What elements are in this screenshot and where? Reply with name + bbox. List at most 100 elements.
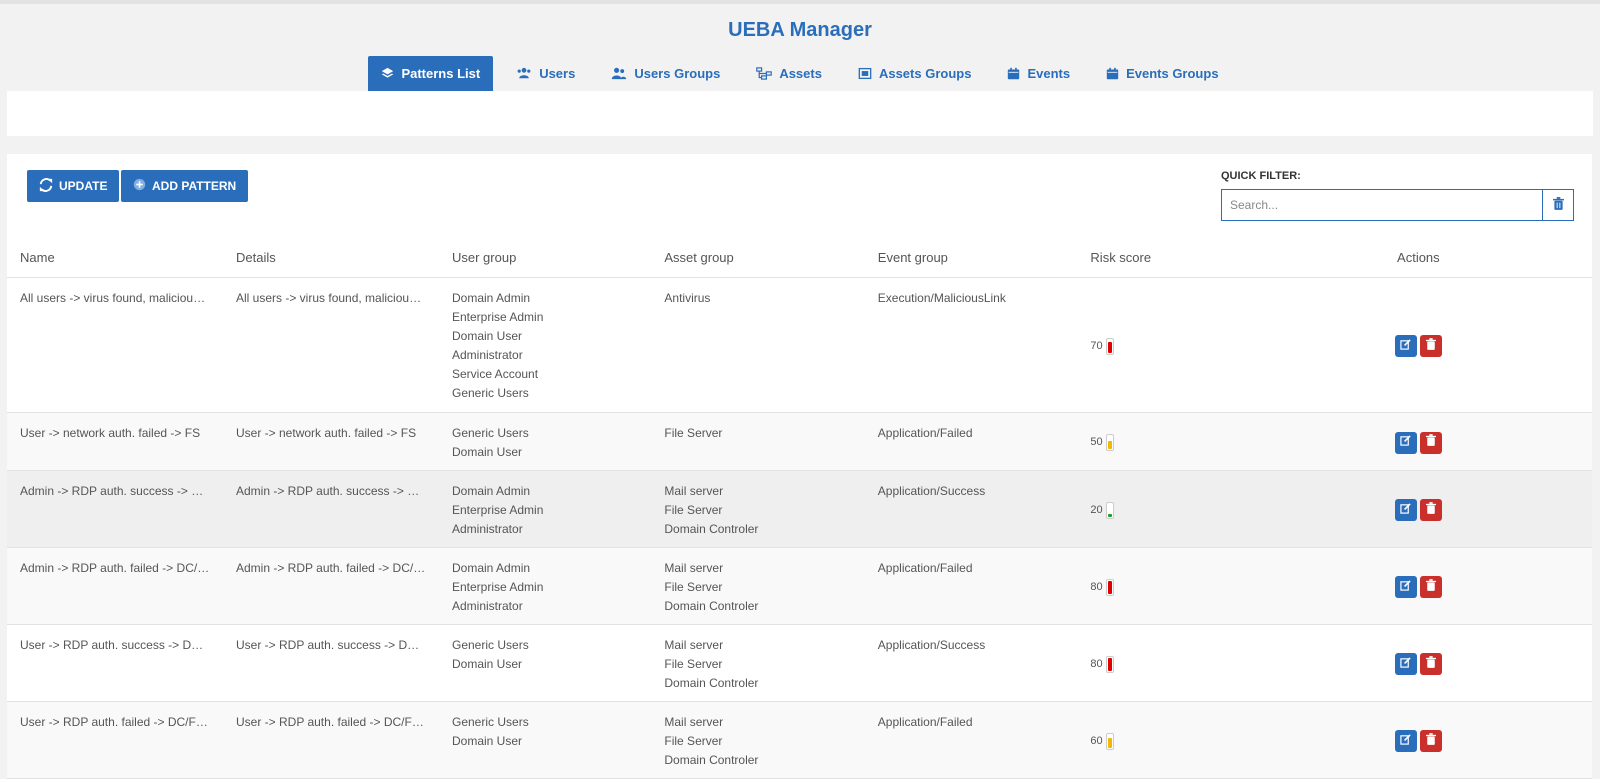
user-group-item: Enterprise Admin bbox=[452, 579, 544, 594]
column-header-details[interactable]: Details bbox=[223, 239, 439, 278]
edit-button[interactable] bbox=[1394, 499, 1417, 521]
risk-score-bar bbox=[1105, 337, 1114, 355]
delete-button[interactable] bbox=[1419, 653, 1442, 675]
details-cell: User -> RDP auth. success -> DC/FS/Mail bbox=[223, 624, 439, 702]
risk-score-bar-fill bbox=[1107, 580, 1112, 594]
pattern-details: User -> network auth. failed -> FS bbox=[236, 425, 417, 440]
actions-cell bbox=[1244, 412, 1592, 471]
row-actions bbox=[1394, 335, 1442, 357]
edit-icon bbox=[1400, 433, 1412, 452]
tab-label: Assets Groups bbox=[878, 66, 972, 81]
event-group-item: Application/Failed bbox=[877, 425, 973, 440]
user-group-item: Domain User bbox=[452, 328, 523, 343]
sitemap-icon bbox=[756, 67, 773, 80]
tab-events-groups[interactable]: Events Groups bbox=[1093, 56, 1231, 91]
pattern-details: User -> RDP auth. failed -> DC/FS/Mail bbox=[236, 714, 426, 729]
pattern-details: All users -> virus found, malicious link bbox=[236, 290, 426, 305]
name-cell: Admin -> RDP auth. success -> DC/FS/Mail bbox=[7, 470, 223, 548]
edit-button[interactable] bbox=[1394, 730, 1417, 752]
name-cell: User -> RDP auth. failed -> DC/FS/Mail bbox=[7, 701, 223, 779]
column-header-actions: Actions bbox=[1244, 239, 1592, 278]
actions-cell bbox=[1244, 277, 1592, 413]
table-row: User -> RDP auth. failed -> DC/FS/Mail Us… bbox=[7, 701, 1592, 779]
update-button[interactable]: UPDATE bbox=[27, 170, 120, 202]
column-header-user-group[interactable]: User group bbox=[439, 239, 652, 278]
delete-button[interactable] bbox=[1419, 499, 1442, 521]
add-pattern-button[interactable]: ADD PATTERN bbox=[121, 170, 249, 202]
delete-button[interactable] bbox=[1419, 431, 1442, 454]
tab-assets-groups[interactable]: Assets Groups bbox=[845, 56, 984, 91]
delete-button[interactable] bbox=[1419, 730, 1442, 752]
column-header-risk-score[interactable]: Risk score bbox=[1077, 239, 1245, 278]
user-group-item: Enterprise Admin bbox=[452, 309, 544, 324]
image-icon bbox=[858, 67, 872, 80]
event-group-item: Application/Failed bbox=[877, 714, 973, 729]
quick-filter-label: QUICK FILTER: bbox=[1221, 170, 1301, 182]
risk-score-bar-fill bbox=[1107, 513, 1112, 517]
tab-assets[interactable]: Assets bbox=[743, 56, 835, 91]
risk-score-bar-fill bbox=[1107, 441, 1112, 449]
edit-button[interactable] bbox=[1394, 653, 1417, 675]
users-icon bbox=[516, 67, 532, 80]
user-group-item: Domain User bbox=[452, 656, 523, 671]
info-panel bbox=[7, 91, 1593, 136]
user-group-cell: Domain Admin Enterprise Admin Administrato… bbox=[439, 470, 652, 548]
risk-score: 60 bbox=[1090, 732, 1231, 751]
column-header-event-group[interactable]: Event group bbox=[864, 239, 1078, 278]
clear-filter-button[interactable] bbox=[1542, 190, 1573, 220]
pattern-details: User -> RDP auth. success -> DC/FS/Mail bbox=[236, 637, 426, 652]
table-row: Admin -> RDP auth. success -> DC/FS/Mail… bbox=[7, 470, 1592, 548]
risk-score-value: 60 bbox=[1090, 734, 1103, 747]
tab-users[interactable]: Users bbox=[503, 56, 588, 91]
table-row: User -> network auth. failed -> FS User -… bbox=[7, 412, 1592, 471]
search-input[interactable] bbox=[1222, 190, 1542, 220]
asset-group-item: Mail server bbox=[664, 560, 724, 575]
column-header-name[interactable]: Name bbox=[7, 239, 223, 278]
trash-icon bbox=[1425, 337, 1436, 356]
trash-icon bbox=[1425, 732, 1436, 751]
risk-score-cell: 50 bbox=[1077, 412, 1245, 471]
event-group-item: Application/Failed bbox=[877, 560, 973, 575]
column-header-asset-group[interactable]: Asset group bbox=[651, 239, 865, 278]
asset-group-cell: Antivirus bbox=[651, 277, 865, 413]
tab-label: Events Groups bbox=[1126, 66, 1219, 81]
tab-events[interactable]: Events bbox=[994, 56, 1083, 91]
risk-score: 70 bbox=[1090, 337, 1231, 356]
asset-group-cell: Mail server File Server Domain Controler bbox=[651, 624, 865, 702]
tab-patterns-list[interactable]: Patterns List bbox=[368, 56, 494, 91]
pattern-details: Admin -> RDP auth. failed -> DC/FS/Mail bbox=[236, 560, 426, 575]
name-cell: Admin -> RDP auth. failed -> DC/FS/Mail bbox=[7, 547, 223, 625]
add-pattern-label: ADD PATTERN bbox=[152, 179, 237, 193]
pattern-name: All users -> virus found, malicious link bbox=[20, 290, 210, 305]
edit-button[interactable] bbox=[1394, 335, 1417, 357]
risk-score-value: 70 bbox=[1090, 339, 1103, 352]
trash-icon bbox=[1425, 578, 1436, 597]
tab-users-groups[interactable]: Users Groups bbox=[598, 56, 733, 91]
risk-score-cell: 20 bbox=[1077, 470, 1245, 548]
user-group-item: Administrator bbox=[452, 598, 523, 613]
quick-filter bbox=[1221, 189, 1574, 221]
risk-score: 50 bbox=[1090, 433, 1231, 452]
asset-group-item: Mail server bbox=[664, 714, 724, 729]
layers-icon bbox=[381, 67, 394, 80]
delete-button[interactable] bbox=[1419, 335, 1442, 357]
risk-score-bar bbox=[1105, 578, 1114, 596]
update-label: UPDATE bbox=[59, 179, 108, 193]
details-cell: All users -> virus found, malicious link bbox=[223, 277, 439, 413]
trash-icon bbox=[1552, 197, 1564, 213]
patterns-panel: UPDATE ADD PATTERN QUICK FILTER: Name De… bbox=[7, 154, 1592, 779]
details-cell: Admin -> RDP auth. success -> DC/FS/Mail bbox=[223, 470, 439, 548]
tab-label: Users Groups bbox=[634, 66, 721, 81]
user-group-item: Generic Users bbox=[452, 385, 529, 400]
edit-button[interactable] bbox=[1394, 576, 1417, 598]
asset-group-cell: Mail server File Server Domain Controler bbox=[651, 701, 865, 779]
asset-group-item: Antivirus bbox=[664, 290, 711, 305]
user-group-item: Administrator bbox=[452, 521, 523, 536]
risk-score: 80 bbox=[1090, 578, 1231, 597]
asset-group-item: Domain Controler bbox=[664, 521, 759, 536]
tab-label: Assets bbox=[779, 66, 822, 81]
pattern-name: User -> RDP auth. success -> DC/FS/Mail bbox=[20, 637, 210, 652]
delete-button[interactable] bbox=[1419, 576, 1442, 598]
row-actions bbox=[1394, 576, 1442, 598]
edit-button[interactable] bbox=[1394, 431, 1417, 454]
